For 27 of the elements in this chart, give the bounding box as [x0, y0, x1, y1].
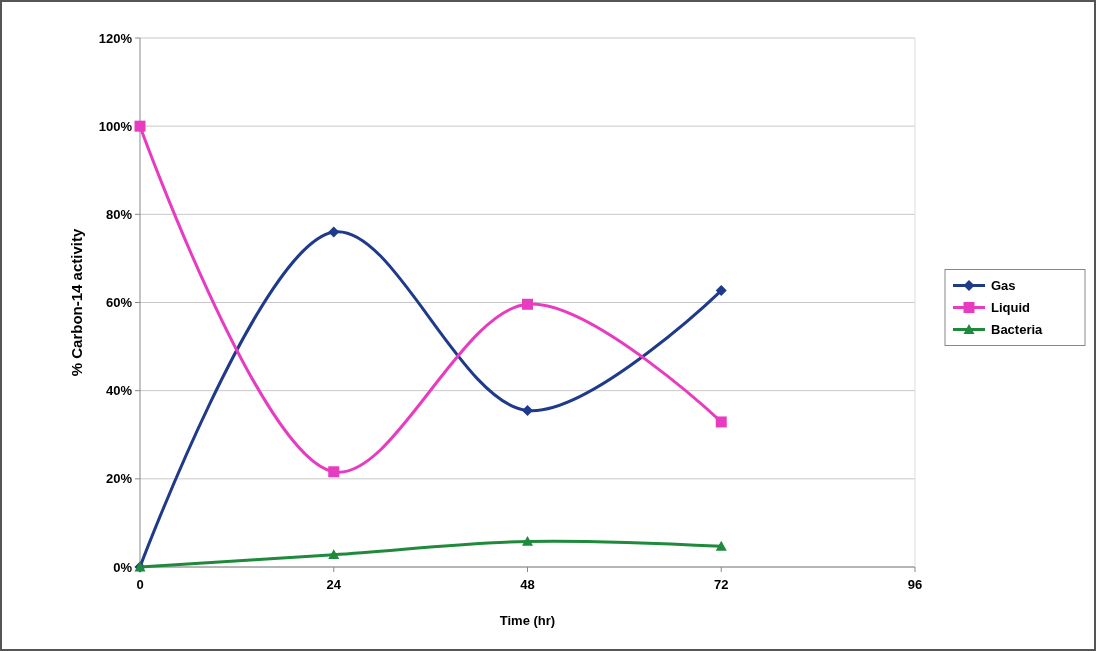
point: [715, 285, 727, 297]
y-tick-label: 100%: [98, 118, 133, 134]
point: [522, 298, 533, 310]
x-tick-label: 48: [520, 577, 535, 592]
y-tick-label: 120%: [98, 30, 133, 46]
y-tick-label: 80%: [105, 206, 133, 222]
legend-label: Bacteria: [991, 322, 1044, 338]
y-tick-label: 60%: [105, 295, 133, 311]
point: [715, 540, 727, 551]
point: [134, 120, 146, 132]
x-tick-label: 72: [714, 577, 729, 592]
x-tick-label: 24: [326, 577, 342, 592]
point: [328, 466, 340, 478]
point: [715, 416, 727, 428]
legend-label: Liquid: [991, 300, 1031, 316]
legend-label: Gas: [991, 278, 1016, 294]
x-tick-label: 96: [907, 577, 923, 592]
y-tick-label: 20%: [105, 471, 133, 487]
y-axis-title: % Carbon-14 activity: [68, 228, 85, 377]
point: [328, 549, 340, 560]
point: [522, 405, 533, 416]
x-axis-title: Time (hr): [499, 613, 556, 628]
point: [328, 226, 340, 238]
x-tick-label: 0: [136, 577, 144, 592]
point: [522, 535, 533, 546]
y-tick-label: 0%: [113, 559, 133, 575]
y-tick-label: 40%: [105, 383, 133, 399]
